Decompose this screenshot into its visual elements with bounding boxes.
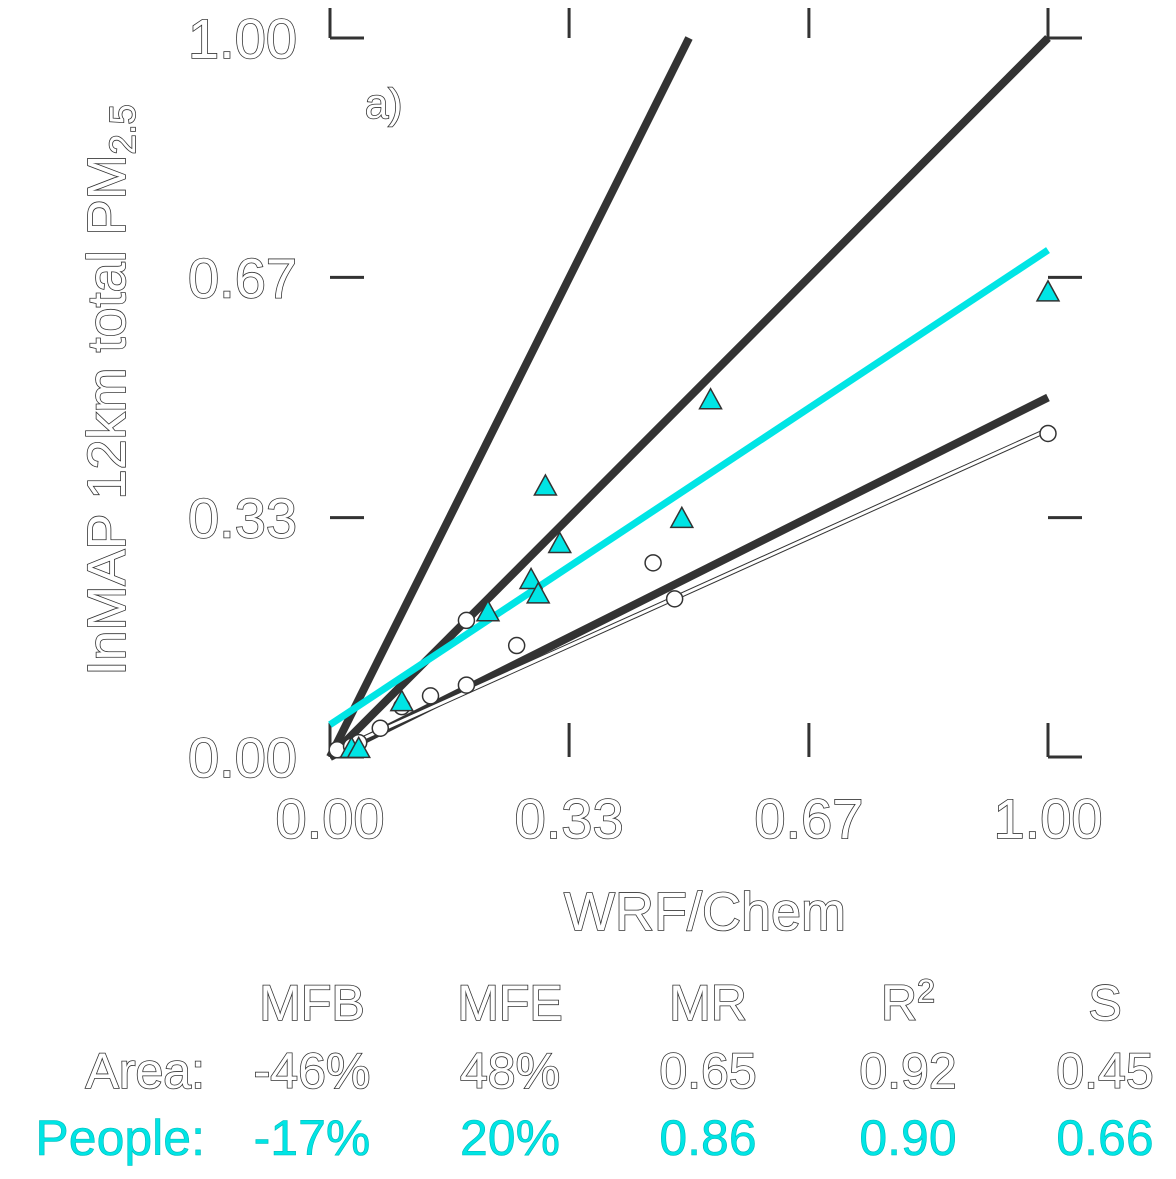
stats-header-mfb: MFB xyxy=(259,975,365,1031)
stats-row-people-label: People: xyxy=(35,1110,205,1166)
fit-line-1 xyxy=(328,247,1050,728)
point-s0-3 xyxy=(371,719,390,737)
y-tick-label-3: 1.00 xyxy=(188,7,297,70)
stats-table: MFB MFE MR R2 S Area: -46% 48% 0.65 0.92… xyxy=(35,972,1154,1166)
reference-lines xyxy=(326,35,1051,761)
point-s0-8 xyxy=(507,636,526,655)
stats-area-mfb: -46% xyxy=(254,1043,371,1099)
point-s1-6 xyxy=(533,473,558,496)
point-s0-10 xyxy=(665,590,684,608)
x-tick-label-3: 1.00 xyxy=(994,787,1103,850)
point-s0-6 xyxy=(457,676,476,694)
x-axis-label: WRF/Chem xyxy=(564,882,846,942)
stats-header-r2: R2 xyxy=(881,973,935,1031)
stats-header-mr: MR xyxy=(669,975,747,1031)
y-axis-label-subscript: 2.5 xyxy=(102,104,143,154)
x-tick-label-2: 0.67 xyxy=(754,787,863,850)
x-tick-labels: 0.00 0.33 0.67 1.00 xyxy=(275,786,1104,851)
y-tick-label-2: 0.67 xyxy=(188,246,297,309)
stats-header-s: S xyxy=(1088,975,1121,1031)
point-s1-9 xyxy=(698,387,723,410)
point-s1-2 xyxy=(389,689,415,712)
stats-header-r2-sup: 2 xyxy=(917,973,935,1009)
axis-tick-marks xyxy=(328,8,1082,759)
stats-people-r2: 0.90 xyxy=(859,1110,956,1166)
x-tick-label-0: 0.00 xyxy=(276,787,385,850)
point-s0-11 xyxy=(1039,424,1057,443)
stats-people-s: 0.66 xyxy=(1056,1110,1153,1166)
stats-row-area-label: Area: xyxy=(85,1043,205,1099)
point-s0-9 xyxy=(644,554,662,572)
stats-area-s: 0.45 xyxy=(1056,1043,1153,1099)
point-s1-3 xyxy=(475,599,501,622)
stats-area-mr: 0.65 xyxy=(659,1043,756,1099)
fit-line-0 xyxy=(329,428,1049,755)
fit-lines xyxy=(328,247,1050,756)
y-tick-label-0: 0.00 xyxy=(188,726,297,789)
point-s1-8 xyxy=(669,505,695,529)
stats-area-r2: 0.92 xyxy=(859,1043,956,1099)
reference-line-1 xyxy=(327,35,1051,760)
point-s1-4 xyxy=(518,566,544,590)
y-tick-labels: 0.00 0.33 0.67 1.00 xyxy=(187,6,298,790)
point-s0-7 xyxy=(457,611,476,630)
point-s1-7 xyxy=(547,530,573,554)
point-s1-10 xyxy=(1035,279,1061,302)
point-s1-1 xyxy=(346,735,371,759)
stats-header-r: R xyxy=(881,975,917,1031)
panel-label: a) xyxy=(365,80,402,127)
point-s0-5 xyxy=(421,687,440,705)
x-tick-label-1: 0.33 xyxy=(515,787,624,850)
stats-people-mfb: -17% xyxy=(254,1110,371,1166)
data-points xyxy=(328,279,1061,759)
reference-line-0 xyxy=(326,36,693,759)
stats-header-mfe: MFE xyxy=(457,975,563,1031)
y-axis-label-main: InMAP 12km total PM xyxy=(77,154,137,675)
stats-area-mfe: 48% xyxy=(460,1043,560,1099)
y-axis-label: InMAP 12km total PM2.5 xyxy=(77,104,143,675)
point-s1-5 xyxy=(525,581,551,604)
stats-people-mr: 0.86 xyxy=(659,1110,756,1166)
stats-people-mfe: 20% xyxy=(460,1110,560,1166)
y-tick-label-1: 0.33 xyxy=(188,487,297,550)
